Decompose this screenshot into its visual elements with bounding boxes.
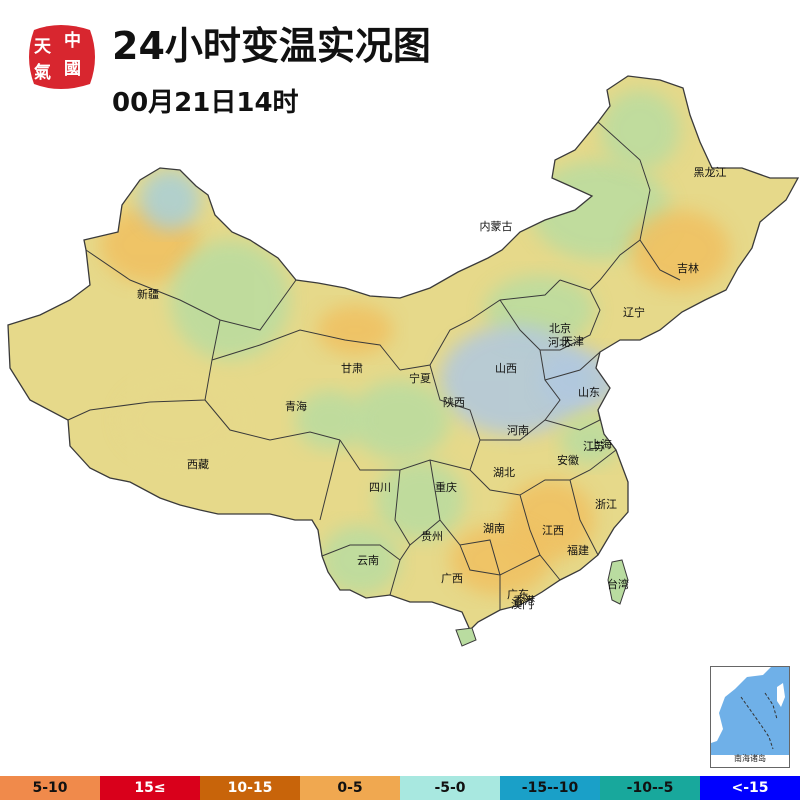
logo-char-1: 中 <box>64 30 81 51</box>
province-border-10 <box>544 351 601 381</box>
legend-item: -15--10 <box>500 776 600 800</box>
logo-seal-shape <box>29 25 95 89</box>
province-label: 广东 <box>507 588 529 601</box>
inset-land <box>711 667 771 743</box>
province-label: 澳门 <box>511 598 533 611</box>
province-label: 浙江 <box>595 498 617 511</box>
province-label: 江西 <box>542 524 564 537</box>
province-label: 内蒙古 <box>479 220 513 233</box>
province-label: 西藏 <box>187 458 209 471</box>
province-border-17 <box>429 459 501 610</box>
province-label: 山西 <box>495 362 517 375</box>
province-label: 贵州 <box>421 530 443 543</box>
inset-land-east <box>777 683 785 707</box>
temperature-region-17 <box>320 525 400 595</box>
page-title: 24小时变温实况图 <box>112 24 431 68</box>
province-label: 北京 <box>549 322 571 335</box>
china-landmass <box>8 76 798 630</box>
province-label: 辽宁 <box>623 306 645 319</box>
province-label: 重庆 <box>435 481 457 494</box>
province-label: 青海 <box>285 400 307 413</box>
province-label: 吉林 <box>677 262 699 275</box>
legend-item: -5-0 <box>400 776 500 800</box>
province-label: 宁夏 <box>409 372 431 385</box>
legend-bar: 5-10 15≤ 10-15 0-5 -5-0 -15--10 -10--5 <-15 <box>0 776 800 800</box>
legend-item: 0-5 <box>300 776 400 800</box>
province-border-18 <box>319 439 341 521</box>
province-label: 台湾 <box>607 578 629 591</box>
country-outline <box>7 75 800 632</box>
province-label: 湖北 <box>493 466 515 479</box>
province-label: 陕西 <box>443 396 465 409</box>
province-label: 新疆 <box>137 288 159 301</box>
province-border-1 <box>85 249 297 331</box>
temperature-region-7 <box>600 90 680 170</box>
logo-char-3: 天 <box>34 37 52 57</box>
province-border-21 <box>321 544 401 561</box>
province-border-3 <box>211 329 401 371</box>
province-label: 河南 <box>507 424 529 437</box>
legend-item: 15≤ <box>100 776 200 800</box>
inset-island-line <box>740 696 774 750</box>
hainan-island <box>455 627 477 647</box>
province-border-14 <box>469 449 617 496</box>
inset-map <box>711 667 789 755</box>
map-regions <box>100 90 730 595</box>
temperature-region-16 <box>120 380 240 460</box>
province-border-19 <box>394 469 441 546</box>
temperature-region-2 <box>317 305 393 355</box>
temperature-region-4 <box>140 170 200 230</box>
legend-item: -10--5 <box>600 776 700 800</box>
logo-char-2: 國 <box>64 59 81 79</box>
province-label: 河北 <box>548 336 570 349</box>
province-label: 山东 <box>578 386 600 399</box>
province-border-22 <box>459 544 541 576</box>
legend-item: 5-10 <box>0 776 100 800</box>
province-label: 香港 <box>513 594 535 607</box>
province-label: 江苏 <box>583 440 605 453</box>
legend-item: 10-15 <box>200 776 300 800</box>
observation-time: 00月21日14时 <box>112 88 299 118</box>
province-label: 天津 <box>562 335 584 348</box>
taiwan-island <box>607 559 629 605</box>
province-border-4 <box>204 399 341 441</box>
temperature-region-12 <box>375 460 465 540</box>
south-china-sea-inset: 南海诸岛 <box>710 666 790 768</box>
inset-label: 南海诸岛 <box>734 754 766 763</box>
province-border-11 <box>540 279 601 351</box>
province-border-7 <box>429 364 481 471</box>
temperature-region-10 <box>350 380 450 460</box>
province-label: 湖南 <box>483 522 505 535</box>
province-label: 福建 <box>567 544 589 557</box>
province-label: 甘肃 <box>341 362 363 375</box>
temperature-region-9 <box>540 350 620 410</box>
legend-item: <-15 <box>700 776 800 800</box>
temperature-region-15 <box>630 210 730 290</box>
temperature-region-11 <box>295 390 365 450</box>
province-label: 四川 <box>369 481 391 494</box>
province-label: 黑龙江 <box>693 166 727 179</box>
province-border-12 <box>597 121 681 281</box>
province-label: 广西 <box>441 572 463 585</box>
province-label: 云南 <box>357 554 379 567</box>
province-border-8 <box>480 299 561 441</box>
province-border-2 <box>67 319 221 421</box>
province-border-15 <box>519 494 561 581</box>
temperature-region-8 <box>440 325 590 435</box>
province-border-13 <box>589 239 641 291</box>
temperature-region-3 <box>170 240 290 360</box>
china-weather-logo: 中 國 天 氣 <box>29 25 95 89</box>
province-label: 安徽 <box>557 454 579 467</box>
province-border-16 <box>569 479 599 556</box>
logo-char-4: 氣 <box>34 62 51 83</box>
province-label: 上海 <box>590 438 612 451</box>
